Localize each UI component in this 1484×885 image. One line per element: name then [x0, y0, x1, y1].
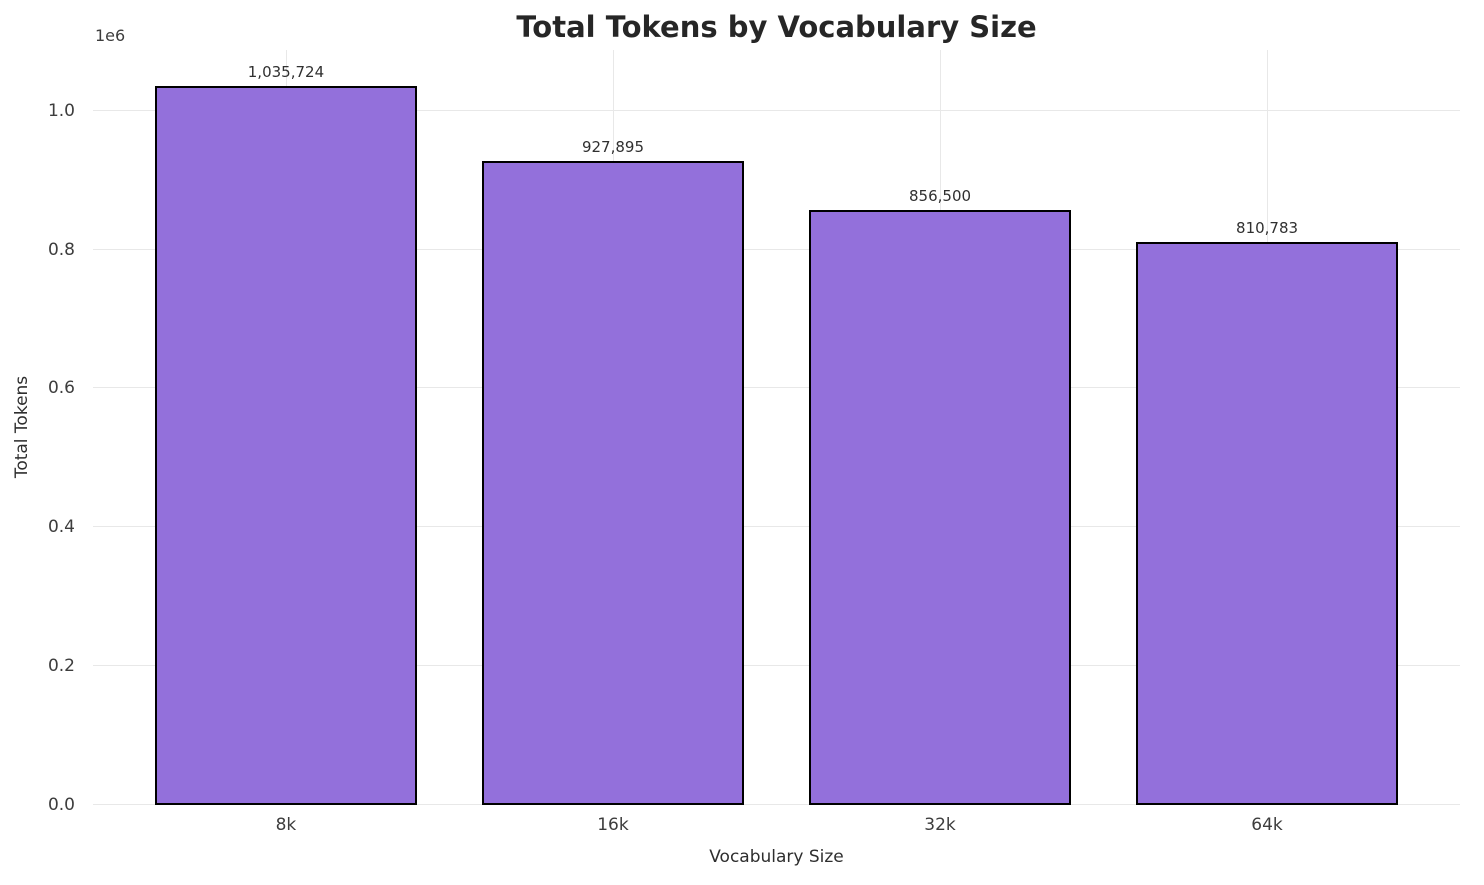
x-axis-ticks: 8k 16k 32k 64k	[93, 815, 1460, 841]
horizontal-gridline	[93, 804, 1460, 805]
y-tick-label-0.2: 0.2	[47, 656, 75, 677]
x-axis-label: Vocabulary Size	[709, 847, 844, 867]
bar-64k	[1136, 242, 1398, 805]
horizontal-gridline	[93, 387, 1460, 389]
y-tick-label-0.8: 0.8	[47, 239, 75, 260]
x-tick-label-32k: 32k	[924, 815, 956, 835]
bar-16k	[482, 160, 744, 805]
horizontal-gridline	[93, 248, 1460, 250]
y-tick-label-0.6: 0.6	[47, 378, 75, 399]
bar-32k	[809, 210, 1071, 805]
y-tick-label-0.0: 0.0	[47, 795, 75, 815]
horizontal-gridline	[93, 526, 1460, 528]
bar-value-label-32k: 856,500	[909, 187, 972, 206]
x-tick-label-16k: 16k	[597, 815, 629, 835]
bars-layer: 1,035,724 927,895 856,500 810,783	[93, 50, 1460, 805]
y-axis-ticks: 0.0 0.2 0.4 0.6 0.8 1.0	[0, 50, 85, 815]
y-tick-label-0.4: 0.4	[47, 517, 75, 538]
bar-value-label-64k: 810,783	[1236, 219, 1299, 238]
x-tick-label-64k: 64k	[1251, 815, 1283, 835]
bar-value-label-8k: 1,035,724	[247, 62, 325, 81]
bar-8k	[155, 85, 417, 805]
horizontal-gridline	[93, 665, 1460, 667]
y-axis-offset-label: 1e6	[95, 26, 126, 45]
horizontal-gridline	[93, 109, 1460, 111]
y-tick-label-1.0: 1.0	[47, 100, 75, 121]
chart-title: Total Tokens by Vocabulary Size	[516, 10, 1037, 44]
bar-value-label-16k: 927,895	[581, 137, 644, 156]
x-tick-label-8k: 8k	[275, 815, 297, 835]
plot-area: 1,035,724 927,895 856,500 810,783	[93, 50, 1460, 805]
